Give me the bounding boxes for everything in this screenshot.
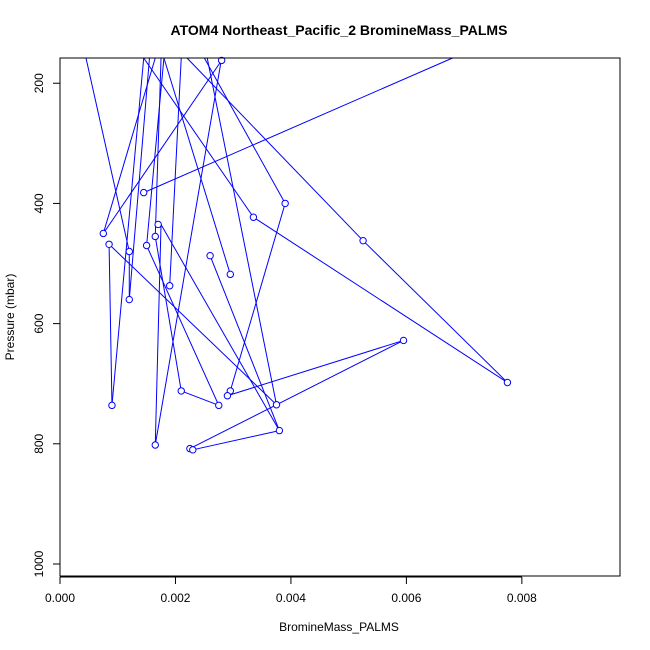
series-line-segment-23 bbox=[189, 339, 404, 450]
series-line-segment-24 bbox=[192, 430, 280, 451]
y-axis-label: Pressure (mbar) bbox=[3, 274, 17, 361]
series-line-segment-6 bbox=[206, 57, 277, 405]
data-point-23 bbox=[275, 426, 284, 435]
y-tick-label-3: 800 bbox=[32, 433, 46, 453]
y-axis: 200 400 600 800 1000 bbox=[32, 73, 61, 577]
series-line-segment-9 bbox=[143, 57, 453, 194]
series-line-segment-29 bbox=[186, 57, 364, 242]
series-line-segment-22 bbox=[227, 339, 404, 397]
series-line-segment-14 bbox=[154, 236, 182, 391]
series-line-segment-20 bbox=[229, 203, 286, 392]
series-line-segment-2 bbox=[128, 57, 150, 300]
series-line-segment-8 bbox=[102, 57, 156, 234]
data-point-10 bbox=[125, 247, 133, 256]
data-point-6 bbox=[151, 232, 159, 241]
chart-title: ATOM4 Northeast_Pacific_2 BromineMass_PA… bbox=[171, 22, 508, 38]
data-point-11 bbox=[206, 252, 214, 260]
x-tick-label-0: 0.000 bbox=[45, 591, 75, 605]
data-point-5 bbox=[99, 229, 108, 238]
data-point-4 bbox=[154, 220, 162, 229]
data-point-16 bbox=[503, 378, 512, 387]
x-tick-label-3: 0.006 bbox=[391, 591, 421, 605]
data-point-17 bbox=[177, 387, 185, 395]
x-axis-label: BromineMass_PALMS bbox=[279, 620, 399, 634]
series-line-segment-7 bbox=[102, 60, 223, 234]
series-line-segment-17 bbox=[146, 57, 165, 246]
data-point-9 bbox=[142, 241, 151, 250]
data-point-22 bbox=[108, 401, 116, 410]
data-point-3 bbox=[249, 213, 258, 221]
data-points bbox=[99, 56, 512, 454]
series-line-segment-15 bbox=[181, 390, 219, 406]
series-line-segment-12 bbox=[154, 57, 223, 446]
x-tick-label-2: 0.004 bbox=[276, 591, 306, 605]
series-line-segment-3 bbox=[108, 244, 113, 406]
series-line-segment-10 bbox=[154, 224, 162, 446]
series-line-segment-30 bbox=[143, 57, 254, 218]
series-line-segment-28 bbox=[362, 240, 508, 383]
y-tick-label-1: 400 bbox=[32, 193, 46, 213]
data-point-8 bbox=[105, 240, 113, 248]
data-point-7 bbox=[359, 236, 367, 245]
data-point-1 bbox=[140, 188, 148, 197]
data-point-26 bbox=[189, 446, 197, 454]
y-tick-label-0: 200 bbox=[32, 73, 46, 93]
series-line-segment-13 bbox=[154, 57, 162, 237]
data-point-13 bbox=[165, 282, 174, 290]
data-point-2 bbox=[281, 199, 289, 208]
data-point-15 bbox=[399, 336, 408, 345]
series-line-segment-0 bbox=[85, 57, 130, 252]
data-point-0 bbox=[217, 56, 226, 65]
series-line-segment-27 bbox=[253, 216, 508, 383]
data-point-14 bbox=[125, 295, 133, 304]
x-tick-label-1: 0.002 bbox=[160, 591, 190, 605]
data-point-19 bbox=[223, 392, 232, 400]
data-lines bbox=[85, 57, 508, 451]
x-tick-label-4: 0.008 bbox=[507, 591, 537, 605]
x-axis: 0.000 0.002 0.004 0.006 0.008 bbox=[45, 576, 537, 605]
series-line-segment-26 bbox=[163, 57, 231, 275]
series-line-segment-11 bbox=[160, 224, 280, 431]
data-point-20 bbox=[272, 401, 281, 409]
series-line-segment-25 bbox=[209, 255, 280, 431]
data-point-12 bbox=[226, 270, 235, 279]
data-point-21 bbox=[215, 401, 223, 410]
series-line-segment-5 bbox=[108, 243, 277, 406]
y-tick-label-4: 1000 bbox=[32, 550, 46, 577]
series-line-segment-16 bbox=[146, 245, 220, 406]
data-point-24 bbox=[151, 441, 159, 449]
series-line-segment-18 bbox=[169, 57, 182, 286]
series-line-segment-21 bbox=[203, 57, 286, 204]
y-tick-label-2: 600 bbox=[32, 313, 46, 333]
